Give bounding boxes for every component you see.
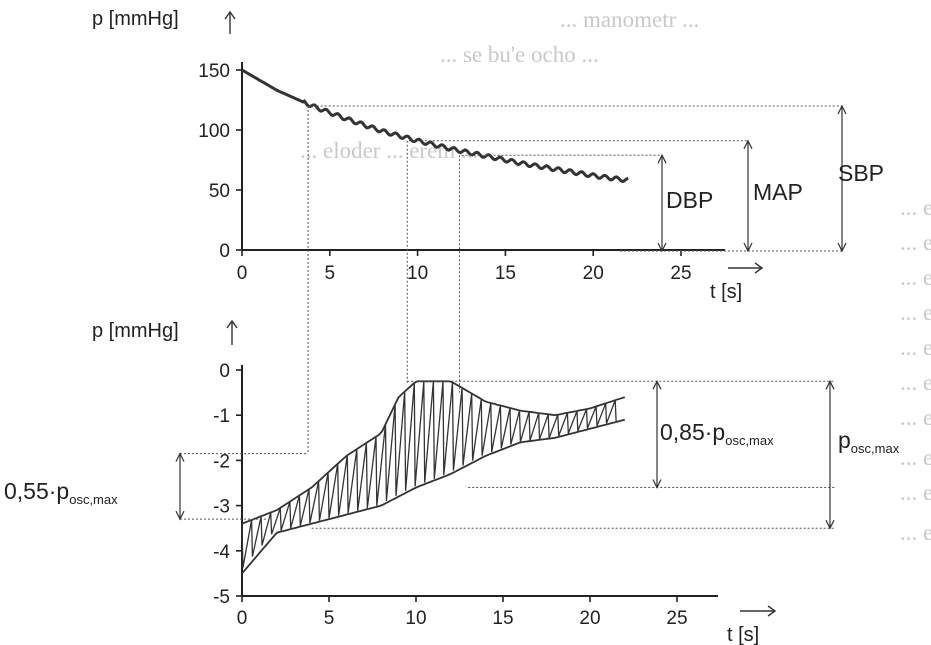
bottom-x-tick-label: 25 — [666, 608, 687, 629]
top-x-tick-label: 10 — [407, 263, 428, 284]
annotation-085: 0,85·posc,max — [660, 419, 774, 448]
bottom-y-tick-label: -3 — [213, 497, 230, 518]
top-x-tick-label: 20 — [583, 263, 604, 284]
top-x-arrow — [728, 262, 764, 274]
bg-line: ... e ... — [900, 445, 931, 470]
pressure-decay-curve — [241, 68, 629, 184]
bg-line: ... e ... — [900, 300, 931, 325]
bg-line: ... e ... — [900, 405, 931, 430]
top-ylabel: p [mmHg] — [92, 8, 179, 30]
sbp-label: SBP — [838, 160, 884, 186]
right-arrow-head-top — [825, 379, 835, 390]
bottom-xlabel: t [s] — [727, 624, 759, 645]
annotation-pmax: posc,max — [838, 427, 900, 456]
map-arrow-head-bottom — [743, 242, 753, 253]
bottom-y-tick-label: -1 — [213, 406, 230, 427]
bottom-x-tick-label: 10 — [405, 608, 426, 629]
sbp-arrow-head-bottom — [837, 242, 847, 253]
top-y-tick-label: 0 — [219, 241, 230, 262]
middle-arrow-head-top — [652, 379, 662, 390]
top-y-tick-label: 100 — [198, 121, 230, 142]
bg-line: ... se bu'e ocho ... — [440, 42, 599, 67]
left-arrow-head-bottom — [175, 510, 185, 521]
middle-arrow-head-bottom — [652, 479, 662, 489]
lower-envelope — [241, 418, 626, 574]
bottom-y-tick-label: -4 — [213, 542, 230, 563]
guide-lines — [175, 106, 835, 530]
dbp-arrow-head-bottom — [657, 242, 667, 253]
right-arrow-head-bottom — [825, 519, 835, 530]
background-text: ... manometr ... ... se bu'e ocho ... ..… — [300, 7, 931, 545]
oscillation-signal — [241, 381, 617, 568]
top-x-tick-label: 5 — [325, 263, 336, 284]
top-x-tick-label: 0 — [237, 263, 248, 284]
bottom-y-tick-label: -2 — [213, 451, 230, 472]
annotation-055: 0,55·posc,max — [4, 478, 118, 507]
bottom-x-tick-label: 20 — [579, 608, 600, 629]
top-y-tick-label: 50 — [209, 181, 230, 202]
bg-line: ... eloder ... erem ... — [300, 138, 478, 163]
bg-line: ... e ... — [900, 480, 931, 505]
bottom-y-tick-label: 0 — [219, 361, 230, 382]
left-arrow-head-top — [175, 452, 185, 462]
bg-line: ... manometr ... — [560, 7, 699, 32]
dbp-arrow-head-top — [657, 153, 667, 164]
bg-line: ... e ... — [900, 195, 931, 220]
bottom-x-tick-label: 5 — [324, 608, 335, 629]
top-y-arrow — [224, 10, 236, 34]
bottom-x-tick-label: 0 — [237, 608, 248, 629]
top-x-tick-label: 15 — [495, 263, 516, 284]
map-arrow-head-top — [743, 139, 753, 150]
bottom-ylabel: p [mmHg] — [92, 320, 179, 342]
bottom-chart: p [mmHg] t [s] 0 5 10 15 20 25 0 -1 -2 -3 -4 -5 0,… — [4, 106, 900, 645]
bottom-x-tick-label: 15 — [492, 608, 513, 629]
bg-line: ... e ... — [900, 520, 931, 545]
bottom-y-tick-label: -5 — [213, 587, 230, 608]
bg-line: ... e ... — [900, 335, 931, 360]
sbp-arrow-head-top — [837, 104, 847, 115]
guide-lines — [308, 104, 847, 253]
dbp-label: DBP — [666, 187, 713, 213]
bottom-y-arrow — [226, 319, 238, 345]
top-y-tick-label: 150 — [198, 61, 230, 82]
upper-envelope — [241, 380, 626, 525]
top-x-tick-label: 25 — [670, 263, 691, 284]
bg-line: ... e ... — [900, 230, 931, 255]
bottom-x-arrow — [740, 605, 777, 617]
bg-line: ... e ... — [900, 265, 931, 290]
map-label: MAP — [753, 179, 803, 205]
bg-line: ... e ... — [900, 370, 931, 395]
top-xlabel: t [s] — [710, 281, 742, 303]
